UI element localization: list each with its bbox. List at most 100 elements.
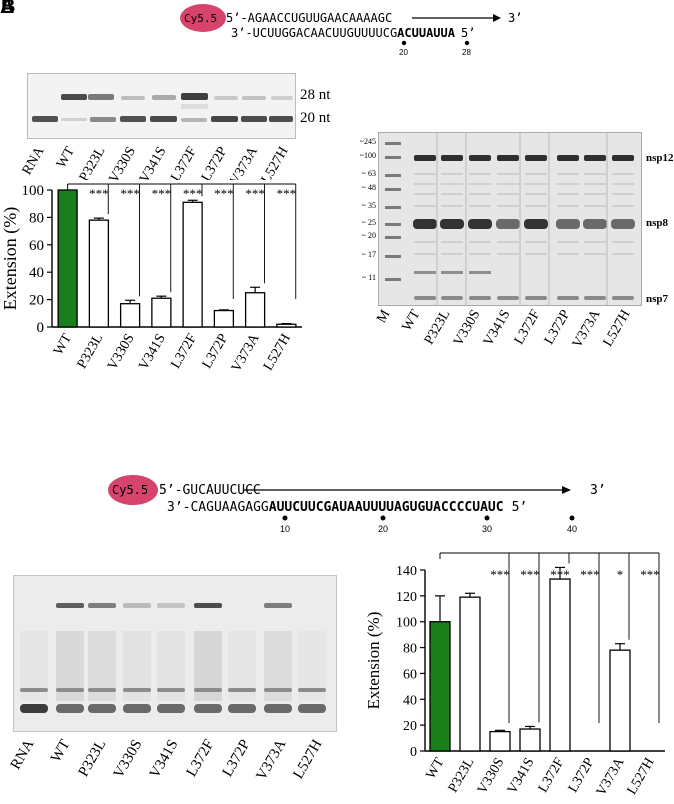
sig-l372p: ***: [580, 567, 600, 582]
panel-letter-a: A: [0, 0, 15, 18]
arrowhead-top: [493, 14, 501, 22]
x-tick-l372p: L372P: [566, 755, 598, 795]
sds-marker-1: ~100: [360, 151, 376, 160]
top-gel-lane-wt: WT: [54, 144, 78, 171]
y-tick-label: 80: [29, 210, 44, 226]
marker-label-20: 20: [399, 48, 408, 57]
y-tick-label: 20: [29, 293, 44, 309]
x-tick-l527h: L527H: [261, 332, 294, 374]
sig-l527h: ***: [640, 567, 660, 582]
x-tick-v341s: V341S: [136, 332, 168, 373]
x-tick-v330s: V330S: [105, 332, 137, 373]
bar-p323l: [88, 219, 110, 328]
y-tick-label: 40: [403, 693, 417, 708]
bottom-sequence-schematic: Cy5.5 5’-GUCAUUCUCC 3’ 3’-CAGUAAGAGGAUUC…: [108, 475, 606, 534]
bar-l527h: [276, 323, 297, 328]
panel-letter-b: B: [1, 0, 16, 18]
y-tick-label: 0: [37, 320, 45, 336]
sig-v341s: ***: [152, 186, 172, 201]
sds-lane-m: M: [374, 307, 393, 326]
bottom-gel-bands: [20, 603, 326, 713]
bar-v341s: [151, 297, 172, 328]
marker-label-30: 30: [482, 524, 492, 534]
sds-lane-v330s: V330S: [451, 308, 483, 349]
marker-dot-10: [282, 515, 288, 521]
sds-lane-v341s: V341S: [481, 308, 513, 349]
bottom-gel-lane-l372p: L372P: [220, 737, 254, 780]
sig-l372f: ***: [550, 567, 570, 582]
sig-p323l: ***: [89, 186, 109, 201]
bottom-gel-lane-v330s: V330S: [111, 737, 146, 781]
top-sequence-schematic: Cy5.5 5’-AGAACCUGUUGAACAAAAGC 3’ 3’-UCUU…: [180, 4, 522, 57]
bottom-gel-lane-p323l: P323L: [76, 737, 110, 780]
bar-wt: [57, 189, 78, 328]
protein-label-nsp12: nsp12: [646, 152, 674, 164]
y-tick-label: 80: [403, 642, 417, 657]
y-tick-label: 20: [403, 719, 417, 734]
sds-marker-5: ~ 25: [362, 218, 376, 227]
y-tick-label: 60: [29, 238, 44, 254]
bar-v330s: [489, 730, 511, 752]
top-gel-bands: [32, 93, 293, 122]
y-tick-label: 140: [396, 564, 417, 579]
marker-dot-28: [464, 40, 470, 46]
sds-lane-l372p: L372P: [542, 307, 574, 347]
marker-label-10: 10: [280, 524, 290, 534]
bar-l372f: [549, 578, 571, 752]
y-tick-label: 60: [403, 667, 417, 682]
sds-marker-6: ~ 20: [362, 231, 376, 240]
y-axis-label: Extension (%): [0, 207, 21, 310]
cy55-dye-top: [180, 4, 226, 32]
x-tick-l527h: L527H: [625, 756, 658, 798]
bar-wt: [429, 621, 451, 752]
band-label-20nt: 20 nt: [300, 110, 331, 126]
template-seq-bottom: 3’-CAGUAAGAGGAUUCUUCGAUAAUUUUAGUGUACCCCU…: [167, 500, 527, 515]
y-tick-label: 100: [396, 616, 417, 631]
sds-lane-p323l: P323L: [422, 308, 454, 348]
bottom-gel-lane-wt: WT: [48, 737, 74, 765]
bottom-gel-lane-rna: RNA: [8, 737, 38, 773]
primer-end-top: 3’: [508, 11, 522, 25]
cy55-label-top: Cy5.5: [184, 12, 217, 25]
x-tick-p323l: P323L: [75, 332, 107, 372]
bar-p323l: [459, 596, 481, 752]
x-tick-v373a: V373A: [594, 755, 628, 799]
cy55-dye-bottom: [108, 475, 158, 505]
template-seq-top: 3’-UCUUGGACAACUUGUUUUCGACUUAUUA 5’: [231, 26, 475, 40]
marker-dot-20: [401, 40, 407, 46]
bar-v373a: [609, 649, 631, 752]
protein-label-nsp7: nsp7: [646, 293, 669, 305]
bottom-gel-lane-l527h: L527H: [290, 737, 325, 782]
x-tick-v341s: V341S: [505, 756, 537, 797]
sig-l527h: ***: [277, 186, 297, 201]
sds-marker-3: ~ 48: [362, 183, 376, 192]
y-axis-label: Extension (%): [364, 612, 383, 710]
sds-lane-l527h: L527H: [601, 308, 634, 350]
sig-v341s: ***: [520, 567, 540, 582]
band-label-28nt: 28 nt: [300, 87, 331, 103]
sig-v330s: ***: [120, 186, 140, 201]
sds-gel-image: [378, 132, 642, 306]
bottom-gel-lane-v341s: V341S: [147, 737, 182, 781]
x-tick-l372f: L372F: [536, 755, 568, 795]
bottom-gel-lane-v373a: V373A: [254, 737, 290, 783]
x-tick-v330s: V330S: [475, 756, 507, 797]
protein-label-nsp8: nsp8: [646, 217, 669, 229]
x-tick-l372p: L372P: [200, 331, 232, 371]
bottom-gel-lane-l372f: L372F: [184, 737, 218, 780]
sig-v330s: ***: [490, 567, 510, 582]
sds-marker-labels: ~245 ~100 ~ 63 ~ 48 ~ 35 ~ 25 ~ 20 ~ 17 ~ 11: [360, 137, 376, 282]
x-tick-v373a: V373A: [229, 331, 263, 375]
bar-l372f: [182, 201, 203, 328]
sig-v373a: ***: [245, 186, 265, 201]
y-tick-label: 40: [29, 265, 44, 281]
bottom-gel-lane-labels: RNA WT P323L V330S V341S L372F L372P V373A L527H: [8, 737, 326, 783]
primer-seq-bottom: 5’-GUCAUUCUCC: [159, 483, 261, 498]
sds-marker-0: ~245: [360, 137, 376, 146]
top-gel-image: [27, 73, 296, 139]
bar-v373a: [244, 292, 266, 328]
sds-lane-wt: WT: [400, 307, 424, 334]
primer-end-bottom: 3’: [590, 483, 606, 498]
x-tick-wt: WT: [51, 331, 75, 358]
